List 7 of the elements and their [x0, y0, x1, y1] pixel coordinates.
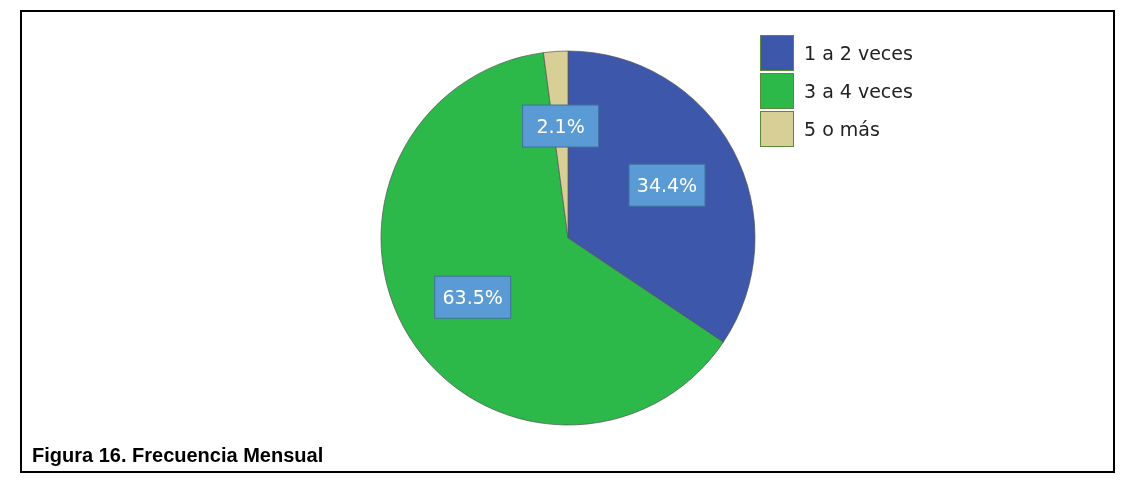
legend-label: 1 a 2 veces	[804, 42, 913, 64]
legend-label: 3 a 4 veces	[804, 80, 913, 102]
legend-label: 5 o más	[804, 118, 880, 140]
data-label: 34.4%	[636, 174, 698, 197]
data-label: 63.5%	[442, 286, 503, 309]
data-label: 2.1%	[536, 115, 585, 138]
text: Figura 16. Frecuencia Mensual	[32, 444, 324, 467]
